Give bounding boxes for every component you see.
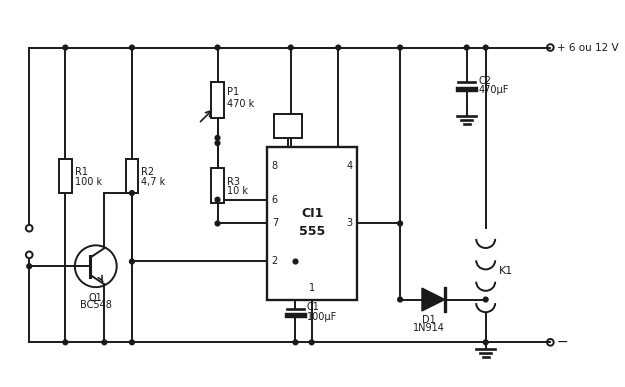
- Bar: [59, 159, 71, 193]
- Bar: [211, 82, 224, 118]
- Bar: [267, 147, 358, 300]
- Text: 100 k: 100 k: [75, 176, 102, 187]
- Text: 3: 3: [346, 218, 352, 228]
- Text: R3: R3: [227, 176, 240, 187]
- Text: 470μF: 470μF: [478, 85, 509, 95]
- Circle shape: [398, 221, 402, 226]
- Text: 1N914: 1N914: [412, 323, 444, 333]
- Text: 1: 1: [309, 283, 315, 293]
- Circle shape: [63, 45, 68, 50]
- Text: 10 k: 10 k: [227, 186, 248, 196]
- Circle shape: [398, 297, 402, 302]
- Circle shape: [215, 135, 220, 140]
- Circle shape: [129, 191, 134, 195]
- Text: R2: R2: [141, 167, 154, 177]
- Circle shape: [483, 45, 488, 50]
- Circle shape: [102, 340, 107, 345]
- Text: CI1: CI1: [301, 207, 323, 221]
- Circle shape: [215, 45, 220, 50]
- Text: BC548: BC548: [80, 300, 112, 310]
- Text: R1: R1: [75, 167, 88, 177]
- Text: D1: D1: [422, 315, 436, 325]
- Text: 4,7 k: 4,7 k: [141, 176, 166, 187]
- Text: 4: 4: [346, 161, 352, 171]
- Text: + 6 ou 12 V: + 6 ou 12 V: [557, 43, 619, 53]
- Text: C1: C1: [307, 302, 320, 312]
- Text: C2: C2: [478, 76, 491, 86]
- Circle shape: [27, 264, 32, 269]
- Circle shape: [215, 141, 220, 146]
- Text: $\circ$: $\circ$: [557, 45, 560, 50]
- Circle shape: [215, 221, 220, 226]
- Circle shape: [483, 340, 488, 345]
- Circle shape: [215, 197, 220, 202]
- Text: Q1: Q1: [89, 293, 102, 303]
- Circle shape: [309, 340, 314, 345]
- Text: 2: 2: [272, 257, 278, 267]
- Circle shape: [398, 45, 402, 50]
- Circle shape: [288, 45, 293, 50]
- Circle shape: [129, 259, 134, 264]
- Text: 555: 555: [299, 224, 325, 238]
- Circle shape: [464, 45, 469, 50]
- Circle shape: [293, 259, 298, 264]
- Circle shape: [336, 45, 341, 50]
- Text: −: −: [557, 335, 569, 349]
- Circle shape: [293, 340, 298, 345]
- Text: 7: 7: [272, 218, 278, 228]
- Circle shape: [129, 45, 134, 50]
- Text: K1: K1: [499, 266, 513, 276]
- Circle shape: [483, 297, 488, 302]
- Text: 470 k: 470 k: [227, 99, 254, 109]
- Bar: [274, 114, 302, 138]
- Circle shape: [63, 340, 68, 345]
- Polygon shape: [422, 288, 445, 311]
- Text: 100μF: 100μF: [307, 312, 337, 322]
- Bar: [211, 168, 224, 202]
- Text: 6: 6: [272, 195, 278, 205]
- Text: P1: P1: [227, 87, 239, 97]
- Circle shape: [129, 340, 134, 345]
- Bar: [126, 159, 138, 193]
- Text: 8: 8: [272, 161, 278, 171]
